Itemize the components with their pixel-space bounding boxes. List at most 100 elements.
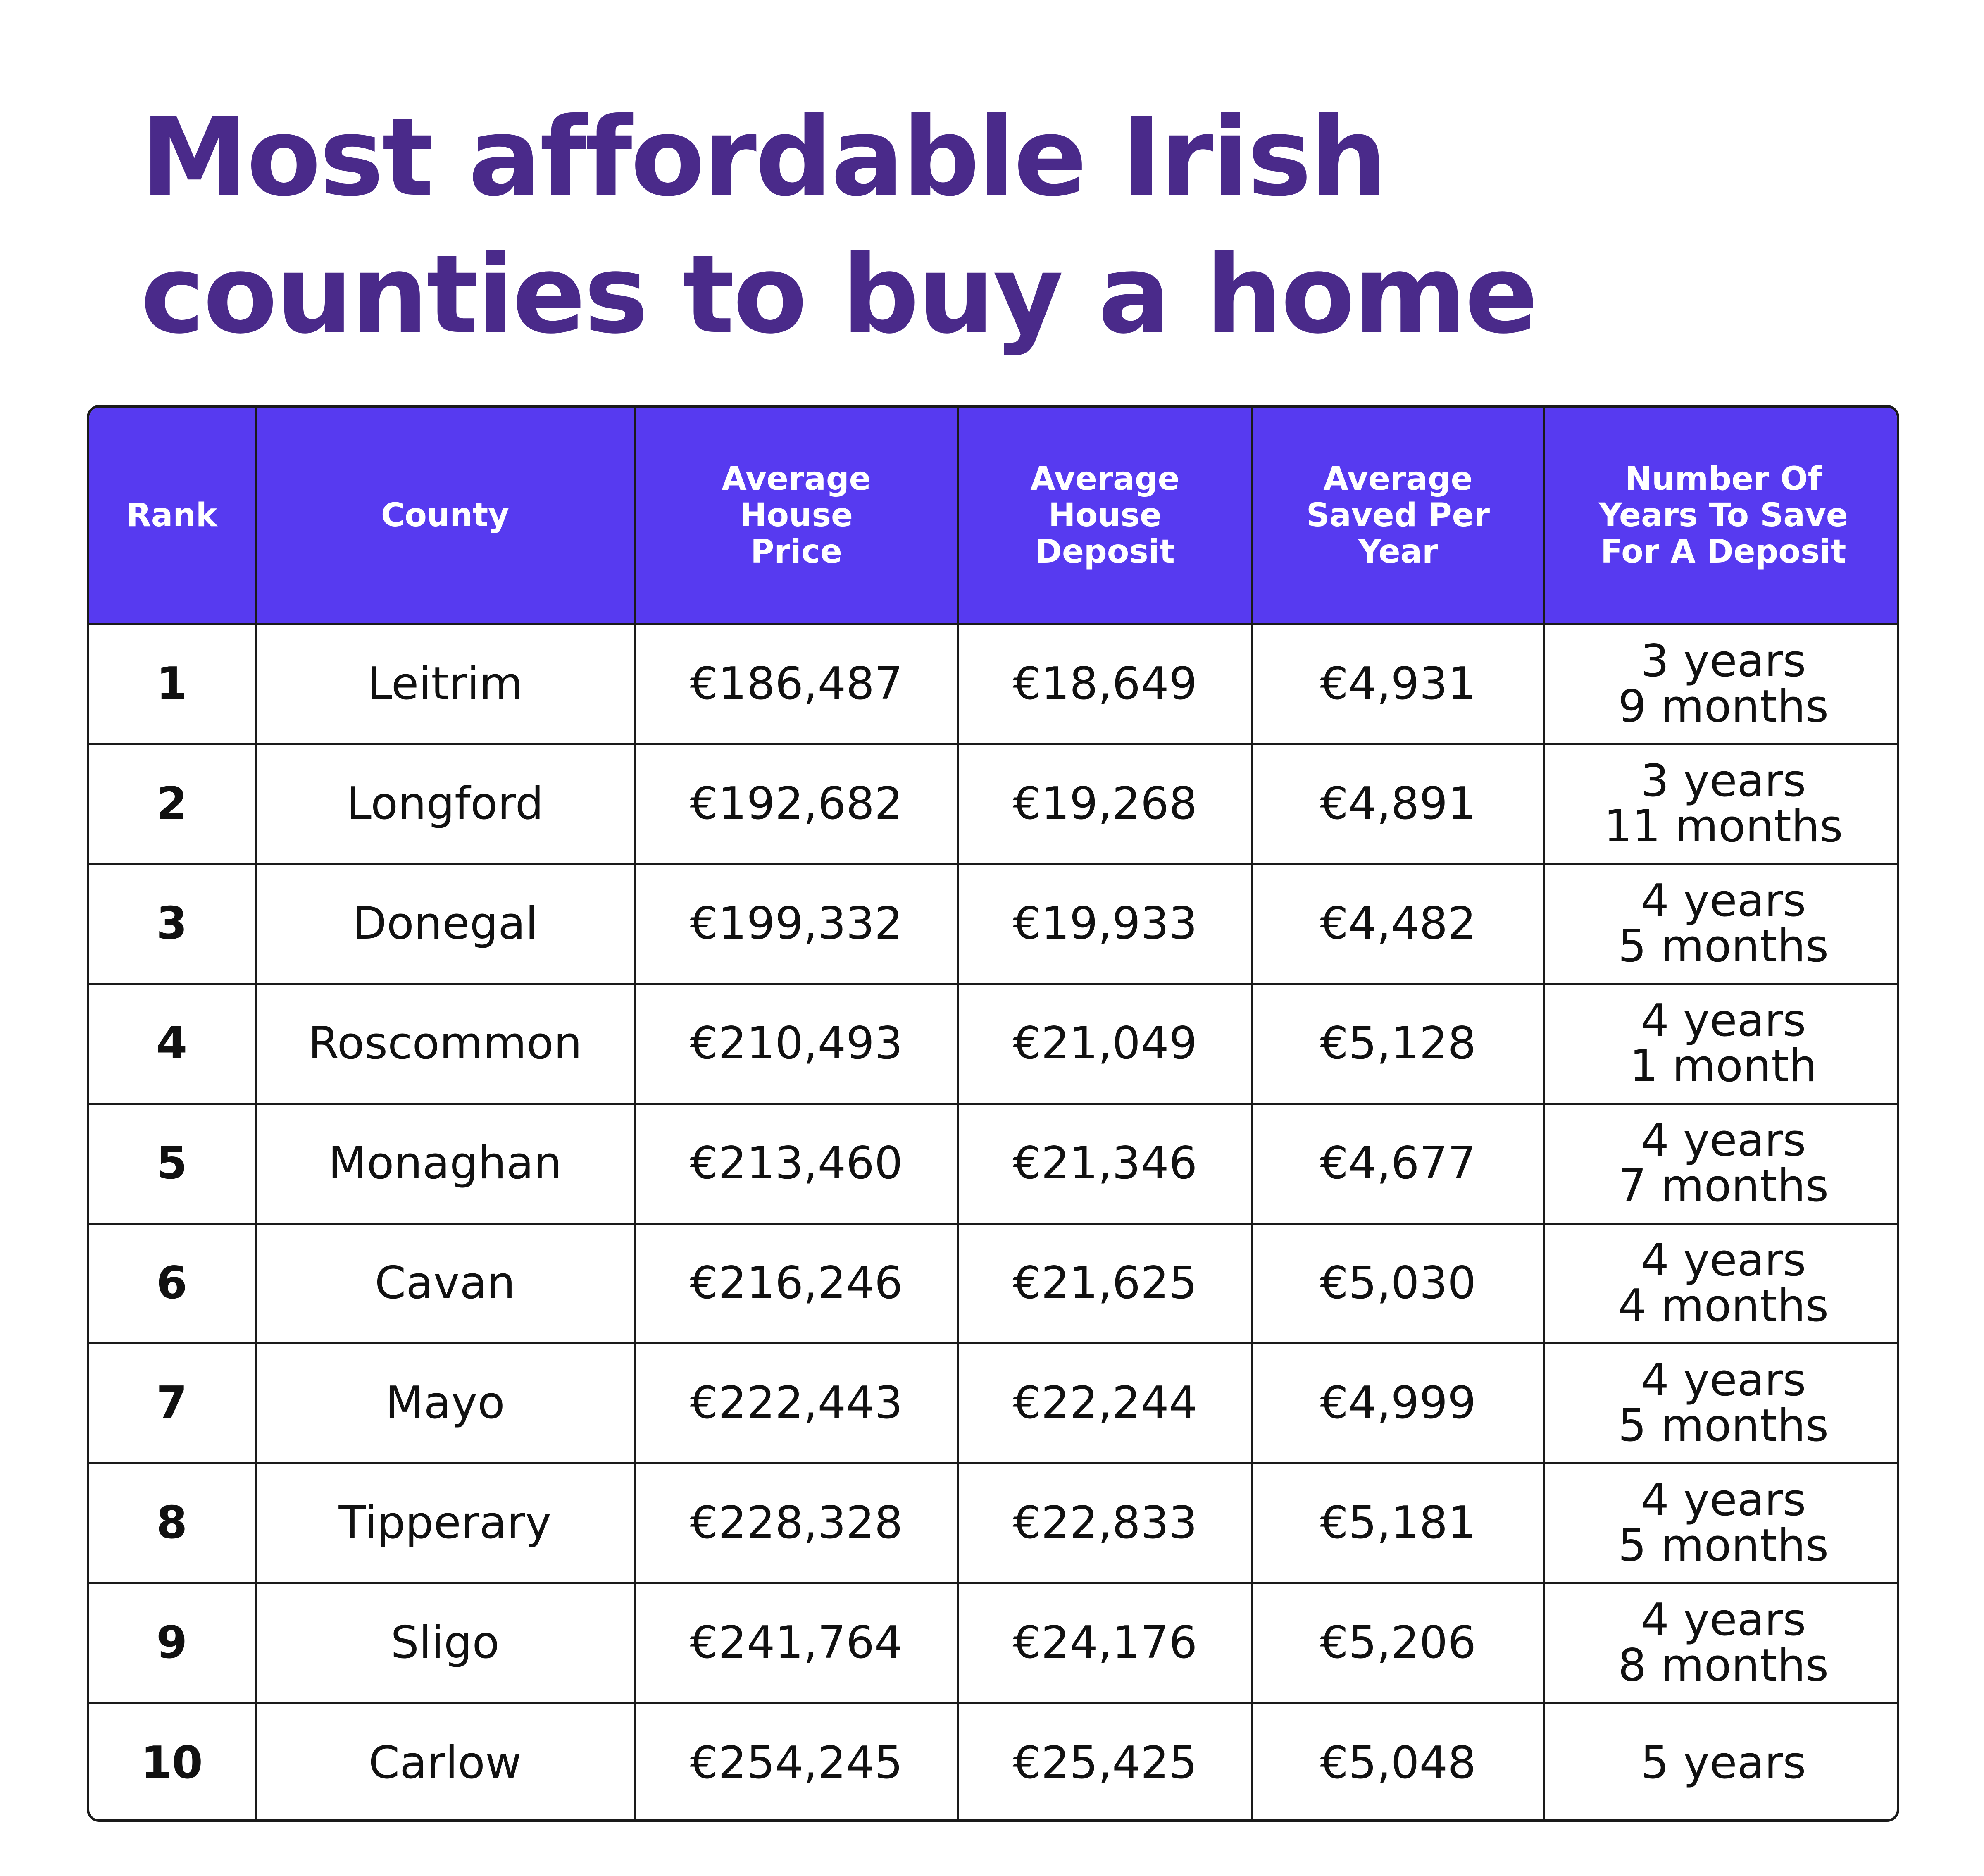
column-header-average-house-price: Average House Price — [634, 408, 959, 625]
months-value: 5 months — [1618, 920, 1829, 972]
table-row: 5 Monaghan €213,460 €21,346 €4,677 4 years 7 m… — [89, 1102, 1897, 1225]
years-value: 5 years — [1641, 1737, 1806, 1789]
column-header-years-to-save-text: Number Of Years To Save For A Deposit — [1598, 460, 1848, 570]
column-header-rank: Rank — [89, 408, 257, 625]
months-value: 8 months — [1618, 1640, 1829, 1691]
county-cell: Sligo — [254, 1582, 636, 1704]
house-price-cell: €186,487 — [634, 623, 959, 745]
months-value: 11 months — [1603, 801, 1843, 852]
house-deposit-cell: €18,649 — [957, 623, 1253, 745]
saved-per-year-cell: €5,206 — [1251, 1582, 1545, 1704]
years-value: 4 years — [1641, 1235, 1806, 1286]
rank-cell: 2 — [89, 743, 257, 865]
table-row: 2 Longford €192,682 €19,268 €4,891 3 years 11 … — [89, 743, 1897, 865]
saved-per-year-cell: €5,030 — [1251, 1222, 1545, 1344]
months-value: 5 months — [1618, 1520, 1829, 1571]
table-row: 10 Carlow €254,245 €25,425 €5,048 5 years — [89, 1702, 1897, 1819]
county-cell: Mayo — [254, 1342, 636, 1464]
county-cell: Roscommon — [254, 982, 636, 1105]
column-header-average-house-deposit-text: Average House Deposit — [1030, 460, 1180, 570]
county-cell: Cavan — [254, 1222, 636, 1344]
months-value: 4 months — [1618, 1280, 1829, 1332]
table-row: 9 Sligo €241,764 €24,176 €5,206 4 years 8 mont… — [89, 1582, 1897, 1704]
column-header-average-saved-per-year-text: Average Saved Per Year — [1306, 460, 1490, 570]
rank-cell: 5 — [89, 1102, 257, 1225]
house-deposit-cell: €25,425 — [957, 1702, 1253, 1819]
years-to-save-cell: 4 years 5 months — [1543, 1342, 1897, 1464]
months-value: 5 months — [1618, 1400, 1829, 1452]
saved-per-year-cell: €4,891 — [1251, 743, 1545, 865]
county-cell: Donegal — [254, 863, 636, 985]
table-row: 4 Roscommon €210,493 €21,049 €5,128 4 years 1 … — [89, 982, 1897, 1105]
months-value: 1 month — [1629, 1040, 1817, 1092]
house-price-cell: €210,493 — [634, 982, 959, 1105]
saved-per-year-cell: €5,128 — [1251, 982, 1545, 1105]
county-cell: Carlow — [254, 1702, 636, 1819]
years-to-save-cell: 5 years — [1543, 1702, 1897, 1819]
page-title-line-1: Most affordable Irish — [141, 94, 1387, 220]
rank-cell: 7 — [89, 1342, 257, 1464]
county-cell: Tipperary — [254, 1462, 636, 1584]
table-row: 3 Donegal €199,332 €19,933 €4,482 4 years 5 mo… — [89, 863, 1897, 985]
years-value: 3 years — [1641, 755, 1806, 807]
county-cell: Longford — [254, 743, 636, 865]
rank-cell: 10 — [89, 1702, 257, 1819]
years-value: 4 years — [1641, 1594, 1806, 1646]
saved-per-year-cell: €4,677 — [1251, 1102, 1545, 1225]
table-header-row: Rank County Average House Price Average … — [89, 408, 1897, 625]
county-cell: Monaghan — [254, 1102, 636, 1225]
years-to-save-cell: 3 years 9 months — [1543, 623, 1897, 745]
house-price-cell: €192,682 — [634, 743, 959, 865]
years-to-save-cell: 4 years 4 months — [1543, 1222, 1897, 1344]
years-value: 4 years — [1641, 1115, 1806, 1166]
column-header-average-saved-per-year: Average Saved Per Year — [1251, 408, 1545, 625]
house-price-cell: €254,245 — [634, 1702, 959, 1819]
years-to-save-cell: 4 years 8 months — [1543, 1582, 1897, 1704]
table-row: 6 Cavan €216,246 €21,625 €5,030 4 years 4 mont… — [89, 1222, 1897, 1344]
page-title-line-2: counties to buy a home — [141, 231, 1538, 358]
rank-cell: 3 — [89, 863, 257, 985]
rank-cell: 4 — [89, 982, 257, 1105]
years-value: 4 years — [1641, 875, 1806, 927]
years-value: 3 years — [1641, 635, 1806, 687]
table-row: 1 Leitrim €186,487 €18,649 €4,931 3 years 9 mo… — [89, 623, 1897, 745]
house-price-cell: €216,246 — [634, 1222, 959, 1344]
house-price-cell: €213,460 — [634, 1102, 959, 1225]
house-deposit-cell: €19,933 — [957, 863, 1253, 985]
table-row: 7 Mayo €222,443 €22,244 €4,999 4 years 5 month… — [89, 1342, 1897, 1464]
saved-per-year-cell: €5,181 — [1251, 1462, 1545, 1584]
house-deposit-cell: €21,346 — [957, 1102, 1253, 1225]
years-to-save-cell: 4 years 5 months — [1543, 863, 1897, 985]
years-value: 4 years — [1641, 995, 1806, 1046]
rank-cell: 6 — [89, 1222, 257, 1344]
house-price-cell: €222,443 — [634, 1342, 959, 1464]
years-value: 4 years — [1641, 1474, 1806, 1526]
house-deposit-cell: €21,625 — [957, 1222, 1253, 1344]
house-deposit-cell: €19,268 — [957, 743, 1253, 865]
column-header-county: County — [254, 408, 636, 625]
house-price-cell: €241,764 — [634, 1582, 959, 1704]
years-to-save-cell: 4 years 1 month — [1543, 982, 1897, 1105]
affordability-table: Rank County Average House Price Average … — [87, 405, 1899, 1822]
years-to-save-cell: 3 years 11 months — [1543, 743, 1897, 865]
page-title: Most affordable Irish counties to buy a … — [141, 89, 1793, 363]
years-value: 4 years — [1641, 1354, 1806, 1406]
saved-per-year-cell: €4,999 — [1251, 1342, 1545, 1464]
saved-per-year-cell: €4,482 — [1251, 863, 1545, 985]
rank-cell: 9 — [89, 1582, 257, 1704]
rank-cell: 8 — [89, 1462, 257, 1584]
house-price-cell: €228,328 — [634, 1462, 959, 1584]
column-header-average-house-price-text: Average House Price — [722, 460, 871, 570]
table-row: 8 Tipperary €228,328 €22,833 €5,181 4 years 5 … — [89, 1462, 1897, 1584]
house-deposit-cell: €22,244 — [957, 1342, 1253, 1464]
rank-cell: 1 — [89, 623, 257, 745]
house-deposit-cell: €21,049 — [957, 982, 1253, 1105]
county-cell: Leitrim — [254, 623, 636, 745]
months-value: 7 months — [1618, 1160, 1829, 1212]
house-deposit-cell: €22,833 — [957, 1462, 1253, 1584]
years-to-save-cell: 4 years 5 months — [1543, 1462, 1897, 1584]
saved-per-year-cell: €4,931 — [1251, 623, 1545, 745]
house-price-cell: €199,332 — [634, 863, 959, 985]
column-header-years-to-save: Number Of Years To Save For A Deposit — [1543, 408, 1897, 625]
months-value: 9 months — [1618, 681, 1829, 732]
